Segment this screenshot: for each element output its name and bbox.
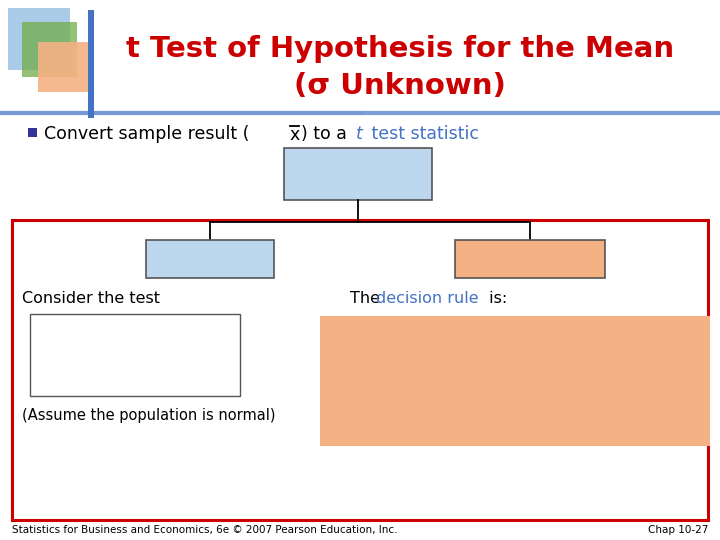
- Text: ) to a: ) to a: [301, 125, 352, 143]
- Bar: [8, 8, 70, 70]
- Text: Hypothesis
Tests for μ: Hypothesis Tests for μ: [310, 158, 406, 192]
- Bar: [28, 128, 37, 137]
- Text: Convert sample result (: Convert sample result (: [44, 125, 249, 143]
- Text: decision rule: decision rule: [376, 291, 479, 306]
- Text: Consider the test: Consider the test: [22, 291, 160, 306]
- Text: test statistic: test statistic: [366, 125, 479, 143]
- Text: Chap 10-27: Chap 10-27: [647, 525, 708, 535]
- Bar: [22, 22, 77, 77]
- Bar: [30, 314, 240, 396]
- Bar: [12, 220, 708, 520]
- Text: $H_1 : \mu > \mu_0$: $H_1 : \mu > \mu_0$: [48, 364, 133, 384]
- Text: The: The: [350, 291, 385, 306]
- Text: σ Unknown: σ Unknown: [479, 252, 581, 267]
- Text: x: x: [290, 126, 300, 144]
- Text: $H_0 : \mu = \mu_0$: $H_0 : \mu = \mu_0$: [48, 334, 133, 354]
- Text: t: t: [356, 125, 363, 143]
- Text: σ Known: σ Known: [171, 252, 250, 267]
- Text: (σ Unknown): (σ Unknown): [294, 72, 506, 100]
- Text: t Test of Hypothesis for the Mean: t Test of Hypothesis for the Mean: [126, 35, 674, 63]
- Text: (Assume the population is normal): (Assume the population is normal): [22, 408, 276, 423]
- Bar: [146, 240, 274, 278]
- Bar: [455, 240, 605, 278]
- Text: is:: is:: [484, 291, 508, 306]
- Bar: [320, 316, 710, 446]
- Bar: [88, 10, 94, 118]
- Text: Statistics for Business and Economics, 6e © 2007 Pearson Education, Inc.: Statistics for Business and Economics, 6…: [12, 525, 397, 535]
- Text: $\mathrm{Reject\ H_0\ if}\ \ t = \dfrac{\bar{x} - \mu_0}{\dfrac{s}{\sqrt{n}}} > : $\mathrm{Reject\ H_0\ if}\ \ t = \dfrac{…: [335, 352, 613, 410]
- Bar: [284, 148, 432, 200]
- Bar: [38, 42, 88, 92]
